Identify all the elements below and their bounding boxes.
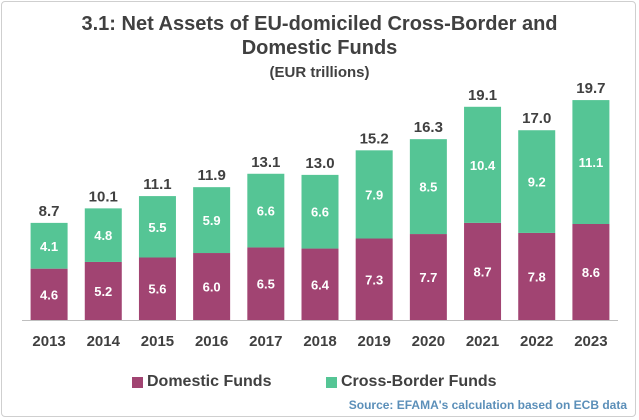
bar-domestic	[301, 248, 339, 320]
data-label-domestic: 4.6	[40, 287, 58, 302]
bar-domestic	[409, 234, 447, 320]
bar-cross-border	[30, 222, 68, 269]
bar-cross-border	[193, 187, 231, 254]
bar-cross-border	[84, 208, 122, 262]
data-label-domestic: 8.6	[582, 265, 600, 280]
legend-swatch-domestic	[132, 376, 143, 388]
bar-domestic	[355, 238, 393, 320]
x-tick-label: 2014	[87, 333, 121, 350]
data-label-cross-border: 8.5	[419, 180, 437, 195]
legend-label-cross-border: Cross-Border Funds	[341, 373, 497, 390]
bar-domestic	[518, 232, 556, 320]
data-label-domestic: 5.6	[148, 282, 166, 297]
legend-swatch-cross-border	[326, 376, 337, 388]
bar-domestic	[572, 224, 610, 320]
data-label-total: 8.7	[39, 203, 60, 220]
source-note: Source: EFAMA's calculation based on ECB…	[348, 398, 627, 412]
bar-cross-border	[572, 100, 610, 224]
bar-cross-border	[301, 174, 339, 249]
data-label-domestic: 6.5	[257, 277, 275, 292]
legend-item-cross-border: Cross-Border Funds	[326, 372, 497, 392]
data-label-total: 11.9	[197, 167, 225, 184]
bar-cross-border	[138, 196, 176, 258]
x-tick-label: 2015	[141, 333, 174, 350]
data-label-total: 16.3	[414, 119, 443, 136]
data-label-cross-border: 5.5	[148, 220, 166, 235]
data-label-domestic: 8.7	[474, 264, 492, 279]
x-tick-label: 2021	[466, 333, 499, 350]
data-label-cross-border: 11.1	[579, 155, 604, 170]
data-label-domestic: 7.3	[365, 272, 383, 287]
x-tick-label: 2017	[249, 333, 282, 350]
legend-label-domestic: Domestic Funds	[147, 373, 272, 390]
data-label-cross-border: 4.8	[94, 228, 112, 243]
bar-cross-border	[518, 130, 556, 233]
data-label-domestic: 6.4	[311, 277, 330, 292]
bar-cross-border	[247, 173, 285, 248]
bar-domestic	[247, 247, 285, 320]
bar-domestic	[84, 261, 122, 320]
data-label-domestic: 5.2	[94, 284, 112, 299]
data-label-cross-border: 9.2	[528, 175, 546, 190]
x-tick-label: 2016	[195, 333, 228, 350]
bar-domestic	[30, 268, 68, 320]
data-label-cross-border: 10.4	[470, 158, 496, 173]
data-label-domestic: 6.0	[203, 280, 221, 295]
bar-domestic	[464, 222, 502, 320]
chart-title: 3.1: Net Assets of EU-domiciled Cross-Bo…	[0, 12, 639, 60]
data-label-cross-border: 5.9	[203, 213, 221, 228]
bar-domestic	[193, 253, 231, 320]
bar-domestic	[138, 257, 176, 320]
chart-subtitle: (EUR trillions)	[269, 64, 370, 81]
data-label-total: 13.0	[305, 155, 334, 172]
data-label-total: 11.1	[143, 176, 171, 193]
bar-cross-border	[409, 139, 447, 235]
x-tick-label: 2019	[357, 333, 390, 350]
x-tick-label: 2023	[574, 333, 607, 350]
x-tick-label: 2013	[32, 333, 65, 350]
bar-cross-border	[355, 150, 393, 239]
data-label-cross-border: 7.9	[365, 187, 383, 202]
chart-title-text: 3.1: Net Assets of EU-domiciled Cross-Bo…	[81, 13, 558, 59]
data-label-domestic: 7.7	[419, 270, 437, 285]
data-label-domestic: 7.8	[528, 269, 546, 284]
x-tick-label: 2022	[520, 333, 553, 350]
data-label-total: 10.1	[89, 188, 118, 205]
data-label-total: 19.7	[576, 80, 605, 97]
legend-item-domestic: Domestic Funds	[132, 372, 271, 392]
data-label-cross-border: 6.6	[311, 205, 329, 220]
x-tick-label: 2018	[303, 333, 336, 350]
data-label-total: 17.0	[522, 110, 551, 127]
x-tick-label: 2020	[412, 333, 445, 350]
bar-cross-border	[464, 106, 502, 223]
data-label-total: 13.1	[251, 154, 280, 171]
data-label-cross-border: 4.1	[40, 239, 58, 254]
data-label-cross-border: 6.6	[257, 204, 275, 219]
data-label-total: 19.1	[468, 87, 497, 104]
data-label-total: 15.2	[360, 130, 389, 147]
